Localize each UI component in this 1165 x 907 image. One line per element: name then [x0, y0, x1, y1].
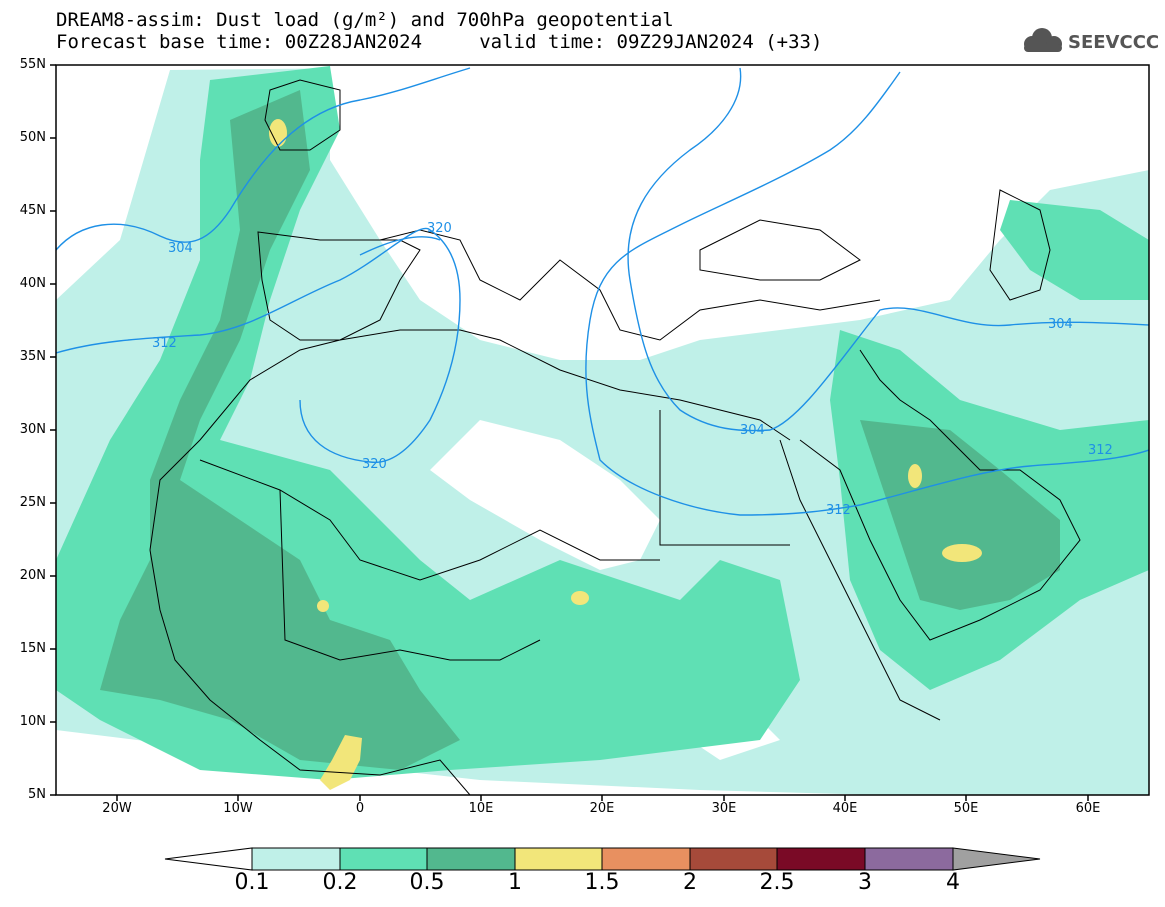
contour-304-east [627, 67, 1149, 432]
contour-label: 312 [826, 503, 851, 518]
lon-label: 60E [1075, 801, 1101, 816]
contour-label: 304 [740, 423, 765, 438]
lat-label: 55N [19, 57, 46, 72]
lon-label: 20W [102, 801, 132, 816]
colorbar-bin [251, 847, 341, 871]
dust-shade-yellow [320, 735, 362, 790]
contour-label: 320 [362, 457, 387, 472]
dust-shade-yellow [317, 600, 329, 612]
contour-label: 304 [168, 241, 193, 256]
coast-blacksea [699, 219, 861, 281]
contour-320-west [359, 236, 441, 256]
map-title-line2: Forecast base time: 00Z28JAN2024 valid t… [56, 31, 823, 53]
border-sahara [199, 459, 660, 581]
lat-label: 10N [19, 714, 46, 729]
colorbar-high-arrow [952, 847, 1041, 871]
logo-text: SEEVCCC [1068, 32, 1158, 53]
coastlines [149, 79, 1081, 795]
lat-label: 5N [28, 787, 46, 802]
axis-ticks [50, 64, 1089, 801]
colorbar-label: 3 [858, 870, 872, 895]
colorbar-label: 0.2 [322, 870, 358, 895]
lat-label: 40N [19, 276, 46, 291]
contour-labels: 304 312 320 320 304 304 312 312 [152, 221, 1113, 518]
lon-label: 40E [832, 801, 858, 816]
coast-caspian [989, 189, 1051, 301]
contour-312-east [585, 71, 1149, 516]
contour-304-west [56, 67, 471, 251]
coast-europe [379, 229, 881, 341]
colorbar-bin [864, 847, 954, 871]
colorbar-bin [601, 847, 691, 871]
contour-label: 304 [1048, 317, 1073, 332]
colorbar-label: 0.5 [409, 870, 445, 895]
lon-label: 30E [711, 801, 737, 816]
dust-clear-europe [330, 65, 1149, 360]
coast-uk [264, 79, 341, 151]
dust-shade-dark-arabia [860, 420, 1060, 610]
lon-label: 10W [223, 801, 253, 816]
lat-label: 50N [19, 130, 46, 145]
contour-312-west [56, 227, 461, 464]
lat-label: 15N [19, 641, 46, 656]
colorbar-bin [426, 847, 516, 871]
lat-label: 30N [19, 422, 46, 437]
colorbar-bin [514, 847, 603, 871]
colorbar [164, 847, 1041, 871]
coast-iberia [257, 231, 421, 341]
dust-shade-medium-caspian [1000, 200, 1149, 300]
dust-shade-yellow [942, 544, 982, 562]
dust-shade-yellow [269, 119, 287, 147]
colorbar-bin [339, 847, 428, 871]
border-egypt [659, 410, 790, 546]
dust-shade-yellow [908, 464, 922, 488]
geopotential-contours [56, 67, 1149, 516]
coast-redsea [779, 439, 941, 721]
lon-label: 0 [355, 801, 365, 816]
colorbar-label: 2 [683, 870, 697, 895]
dust-shade-dark-west [100, 90, 460, 770]
contour-label: 320 [427, 221, 452, 236]
contour-label: 312 [1088, 443, 1113, 458]
dust-field [56, 65, 1149, 795]
colorbar-label: 4 [946, 870, 960, 895]
lat-label: 25N [19, 495, 46, 510]
seevccc-logo: SEEVCCC [1024, 28, 1158, 53]
dust-shade-yellow [571, 591, 589, 605]
dust-clear-sahara [430, 420, 660, 570]
lon-label: 20E [589, 801, 615, 816]
colorbar-label: 1 [508, 870, 522, 895]
lat-label: 35N [19, 349, 46, 364]
colorbar-bin [689, 847, 778, 871]
contour-label: 312 [152, 336, 177, 351]
map-title-line1: DREAM8-assim: Dust load (g/m²) and 700hP… [56, 9, 674, 31]
lat-label: 45N [19, 203, 46, 218]
colorbar-label: 0.1 [234, 870, 270, 895]
cloud-icon [1024, 28, 1062, 52]
lat-label: 20N [19, 568, 46, 583]
lon-label: 10E [468, 801, 494, 816]
coast-arabia [799, 349, 1081, 641]
colorbar-low-arrow [164, 847, 253, 871]
colorbar-label: 1.5 [584, 870, 620, 895]
border-sahel [279, 489, 541, 661]
colorbar-label: 2.5 [759, 870, 795, 895]
lon-label: 50E [953, 801, 979, 816]
coast-africa-west [149, 549, 471, 795]
colorbar-bin [776, 847, 866, 871]
